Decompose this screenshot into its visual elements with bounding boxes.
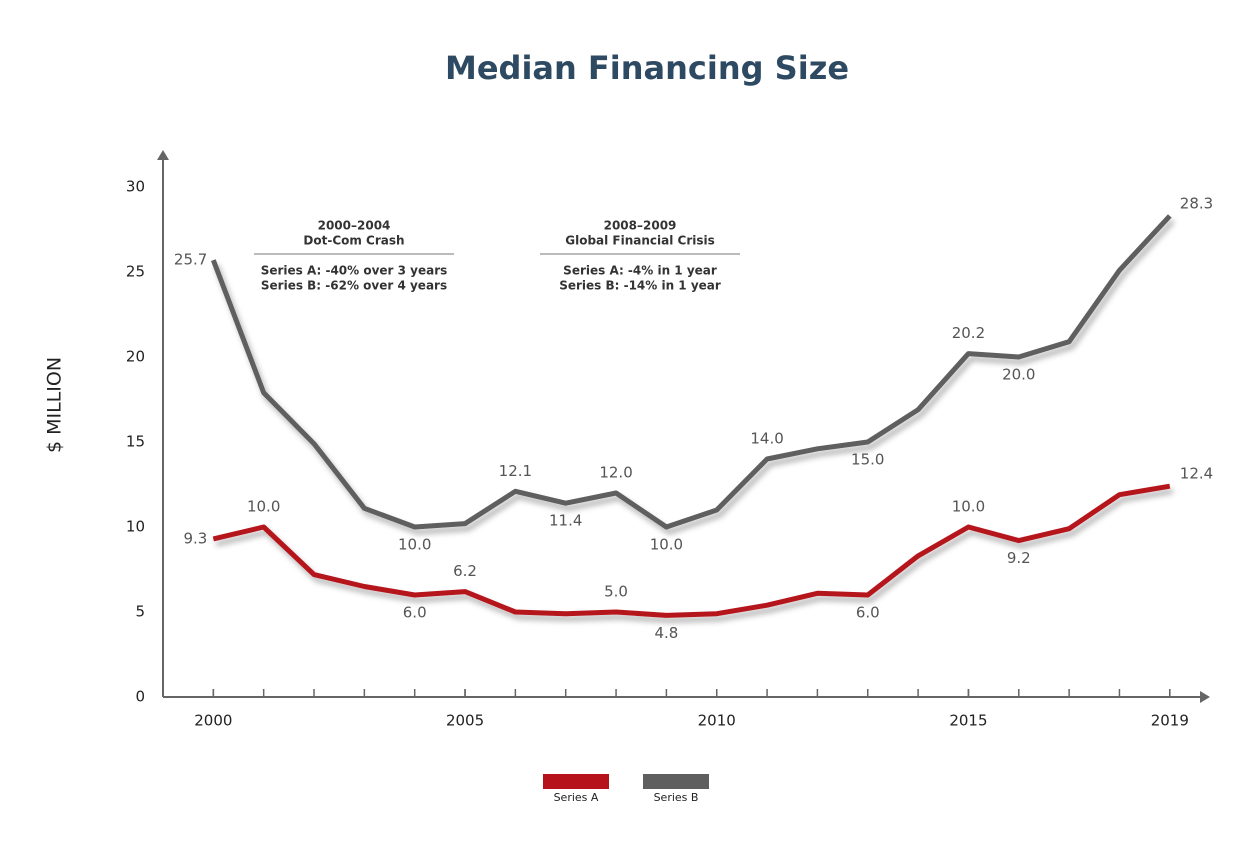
data-label: 12.0: [599, 464, 632, 482]
y-tick-label: 0: [135, 688, 145, 706]
y-tick-label: 30: [126, 178, 145, 196]
data-label: 25.7: [174, 251, 207, 269]
data-label: 10.0: [952, 498, 985, 516]
annotation-text: Series B: -62% over 4 years: [261, 279, 447, 293]
data-label: 9.2: [1007, 549, 1031, 567]
y-tick-label: 20: [126, 348, 145, 366]
annotation-text: Series A: -4% in 1 year: [563, 264, 717, 278]
data-label: 6.2: [453, 562, 477, 580]
x-tick-label: 2019: [1151, 712, 1189, 730]
legend-swatch: [543, 774, 609, 789]
data-label: 9.3: [183, 529, 207, 547]
x-tick-label: 2000: [194, 712, 232, 730]
y-axis-label: $ MILLION: [44, 357, 66, 453]
y-tick-label: 10: [126, 518, 145, 536]
x-tick-label: 2015: [949, 712, 987, 730]
data-label: 6.0: [403, 604, 427, 622]
annotation-heading: 2008–2009: [604, 219, 677, 233]
x-tick-label: 2010: [698, 712, 736, 730]
annotation-heading: Global Financial Crisis: [565, 234, 715, 248]
data-label: 10.0: [650, 536, 683, 554]
x-axis-arrow: [1200, 691, 1210, 703]
data-label: 5.0: [604, 583, 628, 601]
data-label: 4.8: [654, 624, 678, 642]
annotation-text: Series B: -14% in 1 year: [559, 279, 721, 293]
data-label: 20.2: [952, 324, 985, 342]
annotation-heading: 2000–2004: [318, 219, 391, 233]
chart-title: Median Financing Size: [445, 49, 849, 87]
annotation-heading: Dot-Com Crash: [303, 234, 404, 248]
series-line: [211, 214, 1172, 530]
data-label: 6.0: [856, 604, 880, 622]
legend-label: Series B: [654, 791, 699, 804]
data-label: 12.4: [1180, 465, 1213, 483]
legend-label: Series A: [554, 791, 599, 804]
y-axis-arrow: [157, 150, 169, 160]
data-label: 20.0: [1002, 366, 1035, 384]
y-tick-label: 15: [126, 433, 145, 451]
data-label: 14.0: [750, 430, 783, 448]
data-label: 11.4: [549, 512, 582, 530]
legend-swatch: [643, 774, 709, 789]
series-line: [212, 483, 1171, 618]
y-tick-label: 5: [135, 603, 145, 621]
data-label: 12.1: [499, 462, 532, 480]
data-label: 10.0: [247, 498, 280, 516]
y-tick-label: 25: [126, 263, 145, 281]
x-tick-label: 2005: [446, 712, 484, 730]
data-label: 28.3: [1180, 194, 1213, 212]
data-label: 10.0: [398, 536, 431, 554]
data-label: 15.0: [851, 451, 884, 469]
annotation-text: Series A: -40% over 3 years: [261, 264, 448, 278]
